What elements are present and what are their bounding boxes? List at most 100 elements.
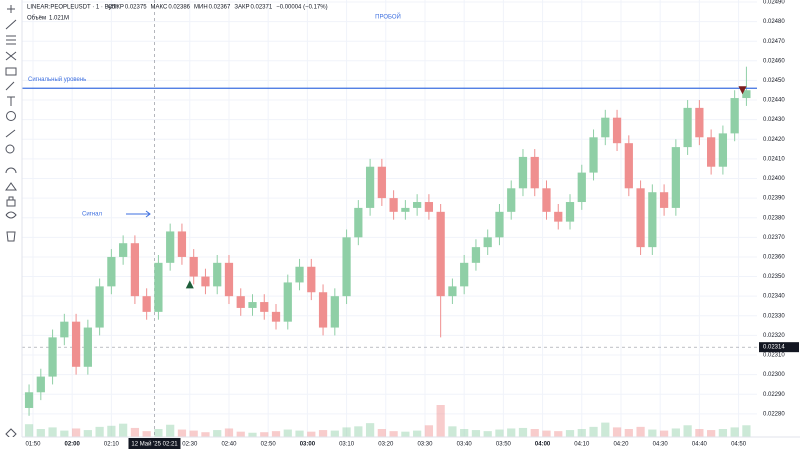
signal-marker [185, 280, 194, 289]
x-tick-label: 04:10 [574, 442, 590, 448]
price-axis [757, 0, 800, 450]
tool-delete[interactable] [6, 231, 16, 242]
candle-body [659, 192, 669, 208]
y-tick-label: 0.02410 [763, 156, 785, 162]
candle-body [377, 166, 386, 199]
tool-pattern[interactable] [5, 51, 17, 61]
volume-bar [495, 429, 504, 437]
volume-bar [483, 431, 492, 437]
y-tick-label: 0.02450 [763, 78, 785, 84]
candle-body [518, 156, 528, 189]
volume-bar [530, 429, 539, 437]
signal-level-label: Сигнальный уровень [28, 76, 86, 83]
volume-bar [107, 425, 116, 437]
candle-body [730, 98, 739, 134]
volume-bar [389, 431, 398, 437]
tool-text[interactable] [7, 96, 15, 106]
volume-bar [354, 426, 363, 437]
tool-crosshair[interactable] [7, 5, 15, 13]
candle-body [342, 237, 351, 297]
y-tick-label: 0.02370 [763, 235, 785, 241]
y-tick-label: 0.02360 [763, 255, 785, 261]
candle-body [295, 266, 304, 283]
candle-body [260, 302, 269, 312]
volume-bar [95, 426, 104, 437]
volume-bar [48, 427, 57, 437]
candle-body [601, 117, 610, 138]
candle-body [48, 337, 57, 377]
volume-bar [424, 425, 434, 437]
tool-zoom[interactable] [5, 144, 15, 154]
x-tick-label: 02:10 [104, 442, 120, 448]
tool-draw-mode[interactable] [5, 182, 17, 191]
volume-bar [166, 424, 175, 437]
volume-bar [224, 428, 234, 437]
candle-body [248, 302, 257, 308]
volume-bar [707, 430, 716, 437]
tool-magnet[interactable] [5, 167, 17, 174]
tool-brush[interactable] [5, 81, 15, 91]
candle-body [154, 262, 163, 312]
y-tick-label: 0.02400 [763, 176, 785, 182]
candle-body [436, 211, 445, 297]
candle-body [271, 311, 281, 322]
x-tick-label: 04:50 [731, 442, 747, 448]
field-value: 0.02386 [168, 5, 190, 11]
y-tick-label: 0.02380 [763, 215, 785, 221]
candle-body [589, 137, 598, 173]
candle-body [213, 262, 222, 287]
tool-icons[interactable] [6, 111, 16, 121]
candle-body [283, 282, 292, 322]
volume-bar [683, 425, 692, 437]
candle-body [648, 192, 657, 248]
y-tick-label: 0.02470 [763, 39, 785, 45]
field-value: 0.02367 [209, 5, 231, 11]
tool-hide[interactable] [5, 211, 17, 219]
y-tick-label: 0.02440 [763, 98, 785, 104]
x-tick-label: 03:10 [339, 442, 355, 448]
volume-bar [71, 428, 81, 437]
x-tick-label: 03:20 [378, 442, 394, 448]
candle-body [224, 262, 234, 297]
candle-body [177, 231, 187, 257]
volume-bar [436, 405, 445, 437]
tool-ruler[interactable] [5, 129, 16, 138]
candle-body [683, 107, 692, 148]
crosshair-price-label: 0.02314 [763, 345, 785, 351]
candle-body [612, 117, 622, 144]
axes: 0.02280 0.02290 0.02300 0.02310 0.02320 0.023… [25, 0, 799, 449]
candle-body [413, 202, 422, 208]
y-tick-label: 0.02310 [763, 353, 785, 359]
x-tick-label: 03:40 [457, 442, 473, 448]
volume-bar [695, 429, 704, 437]
volume-bar [507, 428, 516, 437]
crosshair-time-label: 12 Май '25 02:21 [131, 441, 178, 448]
volume-bar [154, 429, 163, 437]
volume-bar [648, 429, 657, 437]
field-value: 0.02375 [125, 5, 147, 11]
y-tick-label: 0.02420 [763, 137, 785, 143]
candle-body [36, 376, 45, 393]
x-tick-label: 02:50 [261, 442, 277, 448]
tool-trendline[interactable] [5, 19, 17, 30]
candle-body [166, 231, 175, 263]
tool-fib[interactable] [6, 35, 16, 45]
volume-bar [213, 430, 222, 437]
volume-bar [295, 430, 304, 437]
field-label: ЗАКР [234, 5, 249, 11]
volume-bar [177, 429, 187, 437]
signal-label: Сигнал [82, 212, 103, 218]
y-tick-label: 0.02320 [763, 333, 785, 339]
volume-bar [565, 430, 575, 437]
volume-bar [413, 430, 422, 437]
candle-body [307, 266, 316, 293]
candle-body [60, 321, 69, 338]
tool-forecast[interactable] [5, 67, 17, 76]
crosshair-time-box [128, 438, 181, 449]
y-tick-label: 0.02460 [763, 58, 785, 64]
y-tick-label: 0.02480 [763, 19, 785, 25]
grid [22, 0, 757, 437]
volume-bar [36, 429, 45, 437]
tool-lock[interactable] [6, 196, 16, 207]
y-tick-label: 0.02430 [763, 117, 785, 123]
